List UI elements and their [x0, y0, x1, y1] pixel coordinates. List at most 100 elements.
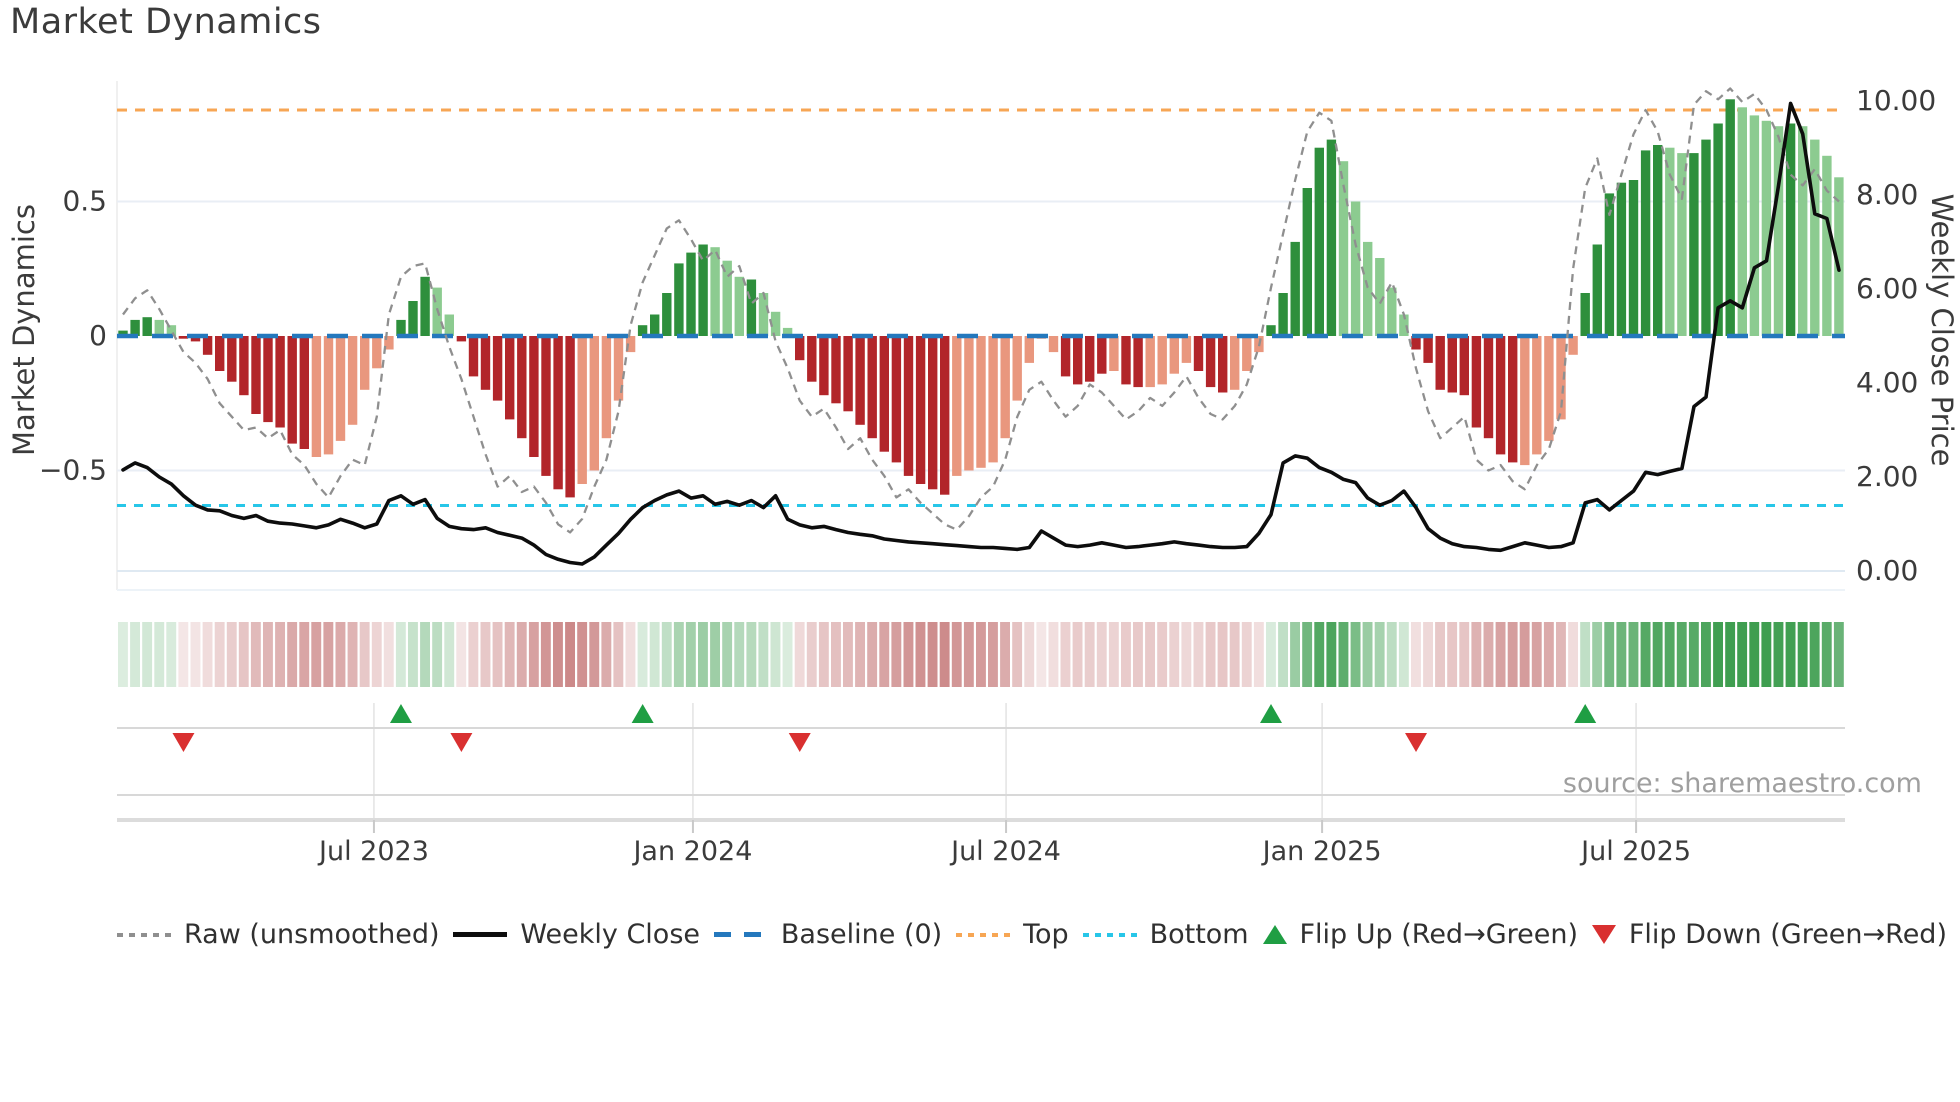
oscillator-bar	[1689, 153, 1699, 336]
heatmap-cell	[528, 622, 539, 687]
heatmap-cell	[1773, 622, 1784, 687]
legend-item-top[interactable]: Top	[956, 919, 1069, 950]
oscillator-bar	[1387, 287, 1397, 336]
heatmap-cell	[1833, 622, 1844, 687]
flip-down-marker	[172, 733, 195, 752]
oscillator-bar	[166, 325, 177, 336]
oscillator-bar	[1411, 336, 1421, 350]
oscillator-bar	[372, 336, 382, 369]
flip-down-marker	[788, 733, 811, 752]
heatmap-cell	[444, 622, 455, 687]
heatmap-cell	[1072, 622, 1083, 687]
heatmap-cell	[1169, 622, 1180, 687]
chart-legend: Raw (unsmoothed) Weekly Close Baseline (…	[117, 919, 1947, 950]
heatmap-cell	[649, 622, 660, 687]
oscillator-bar	[650, 314, 660, 336]
legend-item-baseline[interactable]: Baseline (0)	[713, 919, 943, 950]
heatmap-cell	[1266, 622, 1276, 687]
heatmap-cell	[782, 622, 793, 687]
heatmap-cell	[395, 622, 406, 687]
heatmap-cell	[1688, 622, 1699, 687]
heatmap-cell	[1302, 622, 1313, 687]
heatmap-cell	[504, 622, 515, 687]
source-note: source: sharemaestro.com	[1562, 768, 1922, 799]
oscillator-bar	[1761, 120, 1772, 336]
legend-item-bottom[interactable]: Bottom	[1082, 919, 1249, 950]
heatmap-cell	[1326, 622, 1337, 687]
heatmap-cell	[1713, 622, 1723, 687]
heatmap-cell	[1640, 622, 1651, 687]
heatmap-cell	[408, 622, 418, 687]
heatmap-cell	[988, 622, 998, 687]
x-tick-label: Jul 2024	[949, 836, 1061, 867]
heatmap-cell	[130, 622, 140, 687]
oscillator-bar	[1012, 336, 1022, 401]
oscillator-bar	[1495, 336, 1506, 455]
oscillator-bar	[988, 336, 998, 463]
heatmap-cell	[142, 622, 153, 687]
oscillator-bar	[1350, 201, 1361, 336]
oscillator-bar	[625, 336, 636, 353]
legend-item-raw[interactable]: Raw (unsmoothed)	[117, 919, 440, 950]
left-tick-label: 0.5	[62, 185, 107, 218]
flip-up-marker	[389, 704, 412, 723]
baseline-swatch-icon	[713, 932, 768, 937]
heatmap-cell	[420, 622, 430, 687]
heatmap-cell	[516, 622, 527, 687]
heatmap-cell	[1592, 622, 1603, 687]
heatmap-cell	[710, 622, 720, 687]
heatmap-cell	[831, 622, 841, 687]
oscillator-bar	[299, 336, 309, 449]
heatmap-cell	[1157, 622, 1168, 687]
heatmap-cell	[1000, 622, 1010, 687]
heatmap-cell	[951, 622, 962, 687]
heatmap-cell	[311, 622, 322, 687]
legend-label: Bottom	[1149, 919, 1249, 950]
legend-item-flip-down[interactable]: Flip Down (Green→Red)	[1591, 919, 1947, 950]
oscillator-bar	[976, 336, 986, 468]
right-tick-label: 0.00	[1856, 554, 1918, 587]
heatmap-cell	[746, 622, 757, 687]
oscillator-bar	[782, 327, 793, 336]
oscillator-bar	[408, 301, 418, 336]
oscillator-bar	[1073, 336, 1083, 385]
oscillator-bar	[263, 336, 273, 423]
oscillator-bar	[142, 317, 152, 336]
oscillator-bar	[529, 336, 539, 457]
heatmap-cell	[1193, 622, 1204, 687]
oscillator-bar	[480, 336, 491, 390]
oscillator-bar	[1218, 336, 1228, 393]
heatmap-cell	[118, 622, 128, 687]
oscillator-bar	[1363, 241, 1373, 336]
heatmap-cell	[843, 622, 853, 687]
flip-up-marker	[631, 704, 654, 723]
oscillator-bar	[795, 336, 805, 361]
oscillator-bar	[275, 336, 285, 428]
oscillator-bar	[517, 336, 527, 439]
oscillator-bar	[1701, 139, 1711, 336]
heatmap-cell	[1809, 622, 1820, 687]
oscillator-bar	[1326, 139, 1337, 336]
heatmap-cell	[371, 622, 382, 687]
heatmap-cell	[1290, 622, 1300, 687]
oscillator-bar	[1640, 150, 1651, 336]
heatmap-cell	[202, 622, 213, 687]
heatmap-cell	[154, 622, 165, 687]
heatmap-cell	[214, 622, 225, 687]
heatmap-cell	[903, 622, 914, 687]
oscillator-bar	[698, 244, 708, 336]
legend-label: Baseline (0)	[780, 919, 943, 950]
oscillator-bar	[118, 330, 128, 336]
oscillator-bar	[940, 336, 950, 495]
legend-item-weekly-close[interactable]: Weekly Close	[453, 919, 700, 950]
oscillator-bar	[1798, 126, 1808, 336]
heatmap-cell	[1278, 622, 1288, 687]
oscillator-bar	[239, 336, 249, 396]
heatmap-cell	[1761, 622, 1772, 687]
oscillator-bar	[903, 336, 914, 476]
oscillator-bar	[964, 336, 974, 471]
legend-item-flip-up[interactable]: Flip Up (Red→Green)	[1262, 919, 1578, 950]
heatmap-cell	[226, 622, 237, 687]
heatmap-cell	[1241, 622, 1252, 687]
